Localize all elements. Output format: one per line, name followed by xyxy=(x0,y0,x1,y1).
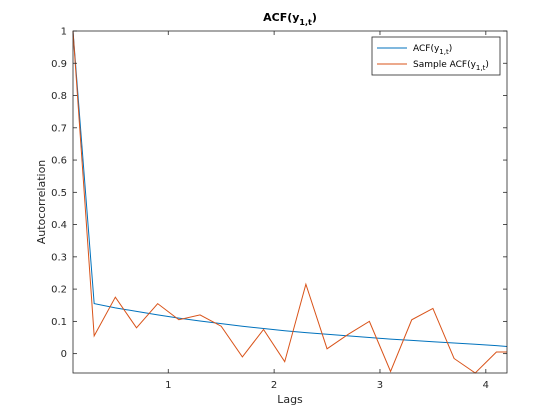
x-tick-label: 1 xyxy=(165,380,171,391)
series-acf-line xyxy=(72,30,508,348)
plot-background xyxy=(73,31,507,373)
legend-box xyxy=(371,36,501,76)
legend: ACF(y1,t) Sample ACF(y1,t) xyxy=(371,36,501,76)
y-tick-label: 0.3 xyxy=(51,252,67,263)
plot-frame xyxy=(72,30,508,374)
y-tick-label: 1 xyxy=(61,27,67,38)
x-tick-label: 4 xyxy=(483,380,489,391)
y-tick-label: 0.6 xyxy=(51,156,67,167)
plot-lines xyxy=(72,30,508,374)
x-axis-label: Lags xyxy=(277,393,303,406)
x-tick-label: 2 xyxy=(271,380,277,391)
y-tick-label: 0.9 xyxy=(51,59,67,70)
legend-label-sample-acf: Sample ACF(y1,t) xyxy=(413,60,489,72)
y-tick-label: 0 xyxy=(61,349,67,360)
series-sample-acf-line xyxy=(72,30,507,374)
y-axis: 0 0.1 0.2 0.3 0.4 0.5 0.6 0.7 0.8 0.9 1 xyxy=(51,27,507,360)
y-tick-label: 0.8 xyxy=(51,91,67,102)
y-tick-label: 0.2 xyxy=(51,285,67,296)
x-axis: 1 2 3 4 xyxy=(165,31,489,391)
y-axis-label: Autocorrelation xyxy=(35,160,48,245)
y-tick-label: 0.7 xyxy=(51,123,67,134)
y-tick-label: 0.1 xyxy=(51,317,67,328)
y-tick-label: 0.5 xyxy=(51,188,67,199)
chart-title: ACF(y1,t) xyxy=(263,11,317,27)
y-tick-label: 0.4 xyxy=(51,220,67,231)
x-tick-label: 3 xyxy=(377,380,383,391)
